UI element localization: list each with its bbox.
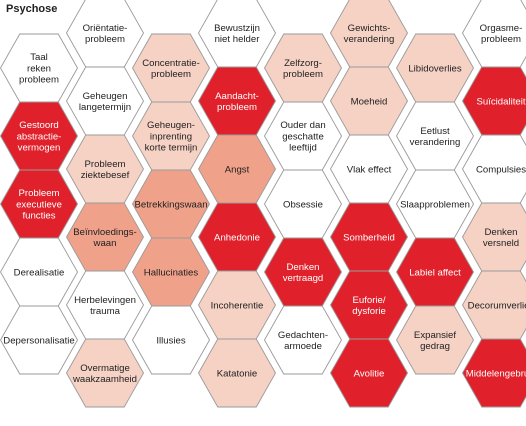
hexagon-cell: Incoherentie bbox=[197, 270, 277, 340]
hexagon-label: Avolitie bbox=[354, 368, 385, 379]
hexagon-label: Herbelevingen trauma bbox=[74, 295, 136, 317]
hexagon-cell: Obsessie bbox=[263, 169, 343, 239]
hexagon-label: Bewustzijn niet helder bbox=[214, 23, 260, 45]
hexagon-label: Somberheid bbox=[343, 232, 395, 243]
hexagon-label: Hallucinaties bbox=[144, 267, 199, 278]
hexagon-label: Beïnvloedings-waan bbox=[73, 227, 136, 249]
hexagon-shape bbox=[131, 305, 211, 375]
hexagon-cell: Beïnvloedings-waan bbox=[65, 202, 145, 272]
hexagon-cell: Euforie/dysforie bbox=[329, 270, 409, 340]
hexagon-label: Gestoord abstractie-vermogen bbox=[17, 120, 62, 153]
hexagon-cell: Angst bbox=[197, 134, 277, 204]
hexagon-label: Illusies bbox=[156, 335, 186, 346]
hexagon-label: Eetlust verandering bbox=[410, 126, 461, 148]
hexagon-cell: Gewichts-verandering bbox=[329, 0, 409, 68]
hexagon-cell: Bewustzijn niet helder bbox=[197, 0, 277, 68]
hexagon-shape bbox=[65, 338, 145, 408]
hexagon-label: Labiel affect bbox=[409, 267, 461, 278]
hexagon-label: Angst bbox=[225, 164, 250, 175]
hexagon-label: Concentratie-probleem bbox=[142, 58, 200, 80]
hexagon-label: Gewichts-verandering bbox=[344, 23, 395, 45]
hexagon-shape bbox=[263, 305, 343, 375]
hexagon-shape bbox=[0, 305, 79, 375]
hexagon-label: Suïcidaliteit bbox=[476, 96, 525, 107]
hexagon-cell: Taal reken probleem bbox=[0, 33, 79, 103]
hexagon-label: Derealisatie bbox=[14, 267, 65, 278]
hexagon-cell: Libidoverlies bbox=[395, 33, 475, 103]
hexagon-cell: Decorumverlies bbox=[461, 270, 526, 340]
hexagon-cell: Betrekkingswaan bbox=[131, 169, 211, 239]
hexagon-cell: Zelfzorg-probleem bbox=[263, 33, 343, 103]
hexagon-cell: Geheugen-inprenting korte termijn bbox=[131, 101, 211, 171]
hexagon-cell: Overmatige waakzaamheid bbox=[65, 338, 145, 408]
hexagon-cell: Slaapproblemen bbox=[395, 169, 475, 239]
hexagon-cell: Herbelevingen trauma bbox=[65, 270, 145, 340]
hexagon-label: Moeheid bbox=[351, 96, 388, 107]
hexagon-cell: Geheugen langetermijn bbox=[65, 66, 145, 136]
hexagon-label: Probleem ziektebesef bbox=[81, 159, 130, 181]
hexagon-cell: Derealisatie bbox=[0, 237, 79, 307]
hexagon-cell: Oriëntatie-probleem bbox=[65, 0, 145, 68]
hexagon-cell: Avolitie bbox=[329, 338, 409, 408]
hexagon-label: Gedachten-armoede bbox=[278, 330, 328, 352]
hexagon-cell: Somberheid bbox=[329, 202, 409, 272]
hexagon-label: Incoherentie bbox=[211, 300, 264, 311]
hexagon-label: Obsessie bbox=[283, 199, 323, 210]
hexagon-label: Denken vertraagd bbox=[283, 262, 324, 284]
hexagon-cell: Probleem ziektebesef bbox=[65, 134, 145, 204]
hexagon-cell: Eetlust verandering bbox=[395, 101, 475, 171]
hexagon-shape bbox=[197, 338, 277, 408]
hexagon-label: Vlak effect bbox=[347, 164, 392, 175]
hexagon-label: Denken versneld bbox=[483, 227, 519, 249]
hexagon-shape bbox=[395, 305, 475, 375]
hexagon-label: Zelfzorg-probleem bbox=[283, 58, 323, 80]
hexagon-cell: Anhedonie bbox=[197, 202, 277, 272]
diagram-title: Psychose bbox=[6, 3, 58, 15]
hexagon-label: Middelengebruik bbox=[466, 368, 526, 379]
hexagon-label: Oriëntatie-probleem bbox=[83, 23, 128, 45]
hexagon-label: Geheugen langetermijn bbox=[79, 91, 131, 113]
hexagon-cell: Middelengebruik bbox=[461, 338, 526, 408]
hexagon-label: Expansief gedrag bbox=[414, 330, 456, 352]
hexagon-cell: Concentratie-probleem bbox=[131, 33, 211, 103]
hexagon-cell: Vlak effect bbox=[329, 134, 409, 204]
hexagon-cell: Denken vertraagd bbox=[263, 237, 343, 307]
hexagon-cell: Illusies bbox=[131, 305, 211, 375]
hexagon-label: Ouder dan geschatte leeftijd bbox=[280, 120, 325, 153]
hexagon-label: Euforie/dysforie bbox=[352, 295, 386, 317]
hexagon-shape bbox=[329, 338, 409, 408]
hexagon-label: Geheugen-inprenting korte termijn bbox=[145, 120, 198, 153]
hexagon-label: Probleem executieve functies bbox=[16, 188, 62, 221]
hexagon-label: Aandacht-probleem bbox=[215, 91, 259, 113]
hexagon-cell: Gedachten-armoede bbox=[263, 305, 343, 375]
hexagon-cell: Labiel affect bbox=[395, 237, 475, 307]
hexagon-label: Overmatige waakzaamheid bbox=[72, 363, 137, 385]
hexagon-cell: Probleem executieve functies bbox=[0, 169, 79, 239]
hexagon-label: Katatonie bbox=[217, 368, 258, 379]
hexagon-label: Libidoverlies bbox=[408, 63, 462, 74]
hexagon-label: Compulsies bbox=[476, 164, 526, 175]
hexagon-label: Orgasme-probleem bbox=[480, 23, 523, 45]
hexagon-cell: Compulsies bbox=[461, 134, 526, 204]
hexagon-cell: Moeheid bbox=[329, 66, 409, 136]
hexagon-cell: Expansief gedrag bbox=[395, 305, 475, 375]
hexagon-shape bbox=[461, 338, 526, 408]
hexagon-label: Betrekkingswaan bbox=[134, 199, 207, 210]
hexagon-cell: Ouder dan geschatte leeftijd bbox=[263, 101, 343, 171]
hexagon-cell: Hallucinaties bbox=[131, 237, 211, 307]
hexagon-label: Depersonalisatie bbox=[3, 335, 74, 346]
hexagon-label: Anhedonie bbox=[214, 232, 260, 243]
hexagon-cell: Katatonie bbox=[197, 338, 277, 408]
hexagon-label: Slaapproblemen bbox=[400, 199, 470, 210]
hexagon-cell: Suïcidaliteit bbox=[461, 66, 526, 136]
hexagon-label: Decorumverlies bbox=[468, 300, 526, 311]
hexagon-cell: Depersonalisatie bbox=[0, 305, 79, 375]
hexagon-cell: Orgasme-probleem bbox=[461, 0, 526, 68]
hexagon-cell: Aandacht-probleem bbox=[197, 66, 277, 136]
hexagon-cell: Denken versneld bbox=[461, 202, 526, 272]
hexagon-cell: Gestoord abstractie-vermogen bbox=[0, 101, 79, 171]
hexagon-label: Taal reken probleem bbox=[19, 52, 59, 85]
